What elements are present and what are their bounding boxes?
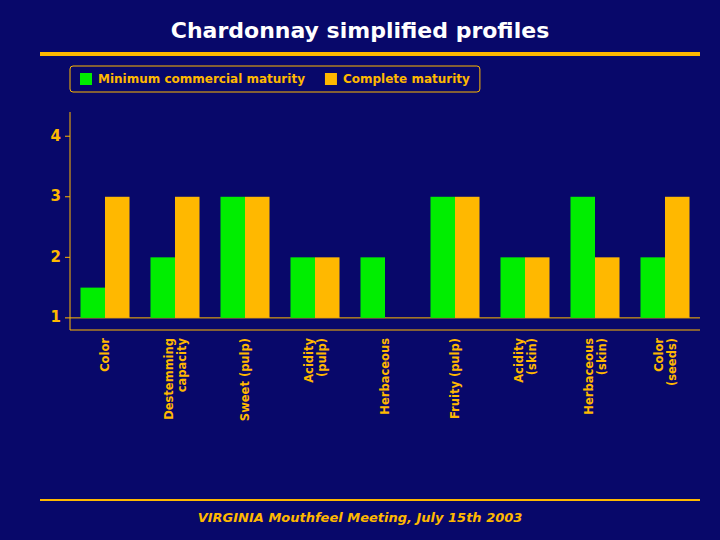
footer-rule [40,499,700,501]
bar [221,197,246,318]
y-tick-label: 4 [51,127,61,145]
x-tick-label: Color(seeds) [652,338,679,386]
bars [81,197,690,318]
x-tick-label: Fruity (pulp) [448,338,462,419]
bar [501,257,526,318]
bar [81,288,106,318]
y-tick [65,317,70,318]
title: Chardonnay simplified profiles [171,18,549,43]
legend-swatch [80,73,92,85]
title-rule [40,52,700,56]
bar [571,197,596,318]
bar [525,257,550,318]
bar [245,197,270,318]
legend-label: Complete maturity [343,72,470,86]
legend-swatch [325,73,337,85]
bar [385,317,410,318]
x-tick-label: Color [98,338,112,372]
bar [641,257,666,318]
chart: Chardonnay simplified profiles Minimum co… [0,0,720,540]
x-tick-label: Destemmingcapacity [162,338,189,420]
bar [361,257,386,318]
bar [431,197,456,318]
x-tick-label: Sweet (pulp) [238,338,252,421]
bar [175,197,200,318]
bar [455,197,480,318]
bar [105,197,130,318]
x-tick-label: Acidity(pulp) [302,337,329,382]
x-axis-line [70,329,700,330]
bar [291,257,316,318]
y-tick-label: 1 [51,308,61,326]
y-tick [65,257,70,258]
background [0,0,720,540]
subtitle: VIRGINIA Mouthfeel Meeting, July 15th 20… [198,510,523,525]
y-axis-line [70,112,71,330]
y-tick [65,196,70,197]
y-tick-label: 2 [51,248,61,266]
x-tick-label: Herbaceous [378,338,392,415]
legend-label: Minimum commercial maturity [98,72,305,86]
bar [315,257,340,318]
legend: Minimum commercial maturity Complete matu… [70,66,480,92]
bar [151,257,176,318]
y-tick-label: 3 [51,187,61,205]
bar [595,257,620,318]
x-tick-label: Herbaceous(skin) [582,338,609,415]
x-tick-label: Acidity(skin) [512,337,539,382]
bar [665,197,690,318]
y-tick [65,136,70,137]
legend-frame [70,66,480,92]
